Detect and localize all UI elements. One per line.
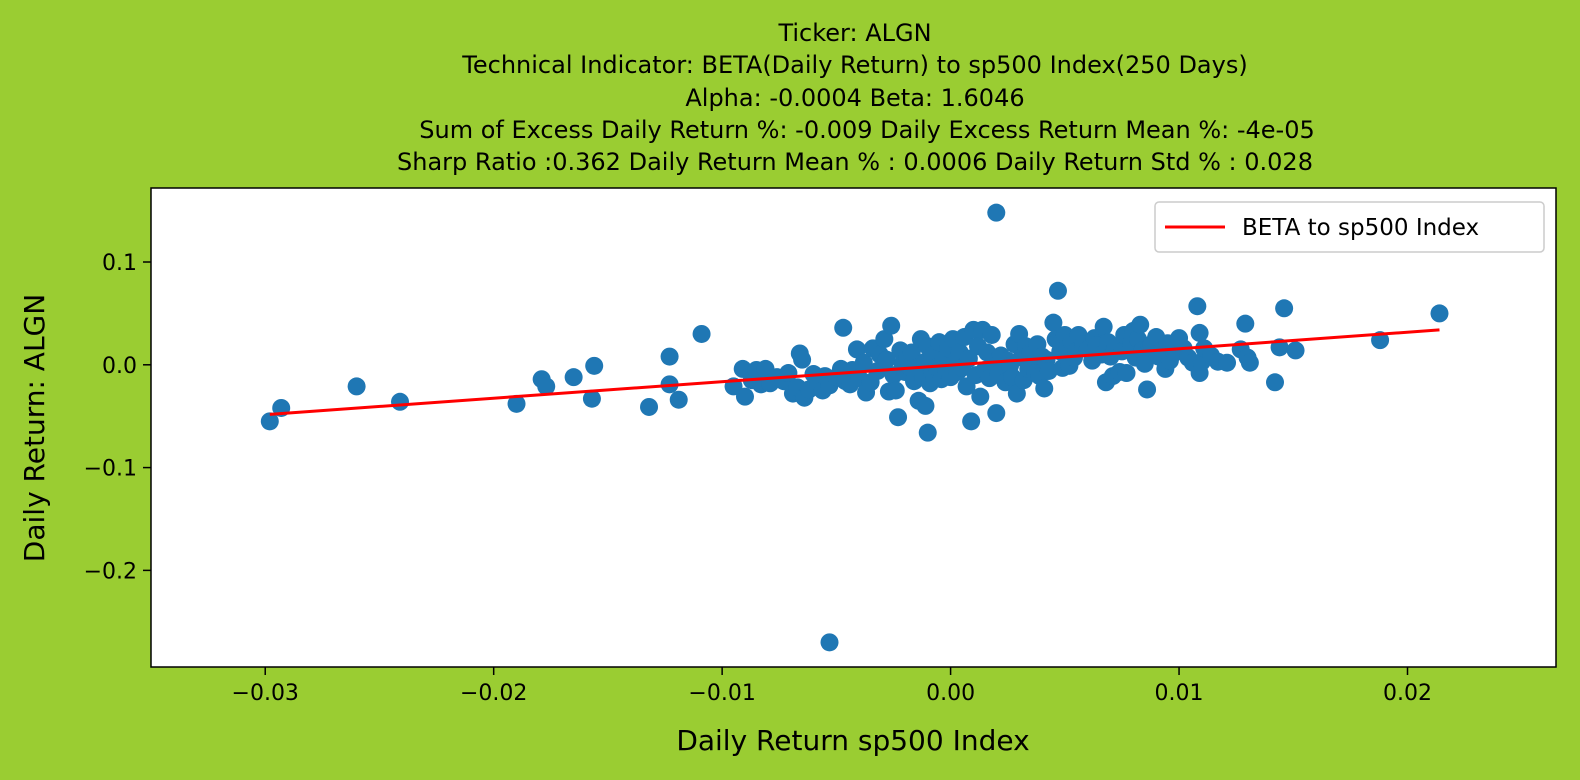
- chart-title: Ticker: ALGN Technical Indicator: BETA(D…: [397, 19, 1315, 176]
- y-tick-label: 0.1: [102, 251, 137, 276]
- title-line-indicator: Technical Indicator: BETA(Daily Return) …: [461, 51, 1247, 79]
- scatter-point: [692, 324, 711, 343]
- scatter-point: [982, 325, 1001, 344]
- scatter-point: [889, 408, 908, 427]
- scatter-point: [1048, 281, 1067, 300]
- scatter-point: [987, 404, 1006, 423]
- legend: BETA to sp500 Index: [1154, 201, 1545, 253]
- x-tick-label: 0.01: [1155, 681, 1204, 706]
- scatter-point: [260, 412, 279, 431]
- y-axis: 0.1 0.0 −0.1 −0.2: [84, 251, 151, 584]
- scatter-point: [537, 377, 556, 396]
- scatter-point: [793, 350, 812, 369]
- x-axis: −0.03 −0.02 −0.01 0.00 0.01 0.02: [232, 667, 1432, 706]
- scatter-point: [1190, 323, 1209, 342]
- title-line-alpha-beta: Alpha: -0.0004 Beta: 1.6046: [685, 84, 1024, 112]
- scatter-point: [902, 343, 921, 362]
- scatter-point: [1286, 341, 1305, 360]
- title-line-sharp-ratio: Sharp Ratio :0.362 Daily Return Mean % :…: [397, 148, 1313, 176]
- plot-area: [151, 188, 1556, 667]
- plot-frame: [150, 187, 1557, 668]
- scatter-point: [1236, 314, 1255, 333]
- scatter-point: [847, 340, 866, 359]
- scatter-point: [1044, 313, 1063, 332]
- legend-label: BETA to sp500 Index: [1242, 215, 1479, 241]
- scatter-point: [918, 423, 937, 442]
- x-tick-label: 0.00: [926, 681, 975, 706]
- y-tick-label: −0.1: [84, 457, 137, 482]
- scatter-points: [260, 203, 1449, 652]
- scatter-point: [669, 390, 688, 409]
- scatter-point: [962, 412, 981, 431]
- regression-line: [269, 328, 1440, 416]
- title-line-excess-return: Sum of Excess Daily Return %: -0.009 Dai…: [419, 116, 1315, 144]
- scatter-point: [1007, 384, 1026, 403]
- x-tick-label: 0.02: [1383, 681, 1432, 706]
- legend-box: [1154, 201, 1545, 253]
- title-line-ticker: Ticker: ALGN: [777, 19, 931, 47]
- scatter-point: [875, 330, 894, 349]
- x-axis-label: Daily Return sp500 Index: [676, 724, 1029, 757]
- y-axis-label: Daily Return: ALGN: [18, 294, 51, 562]
- scatter-point: [886, 381, 905, 400]
- scatter-point: [1188, 297, 1207, 316]
- x-tick-label: −0.02: [460, 681, 527, 706]
- scatter-point: [916, 396, 935, 415]
- scatter-point: [507, 394, 526, 413]
- scatter-point: [1131, 315, 1150, 334]
- scatter-point: [882, 316, 901, 335]
- scatter-point: [1039, 361, 1058, 380]
- x-tick-label: −0.03: [232, 681, 299, 706]
- scatter-point: [834, 318, 853, 337]
- scatter-point: [1094, 317, 1113, 336]
- scatter-point: [1266, 373, 1284, 392]
- scatter-point: [391, 392, 410, 411]
- scatter-point: [1135, 354, 1154, 373]
- scatter-point: [877, 350, 896, 369]
- scatter-point: [971, 387, 990, 406]
- scatter-point: [564, 368, 583, 387]
- scatter-point: [854, 353, 873, 372]
- y-tick-label: −0.2: [84, 559, 137, 584]
- x-tick-label: −0.01: [688, 681, 755, 706]
- scatter-point: [735, 387, 754, 406]
- scatter-point: [1138, 380, 1157, 399]
- scatter-point: [582, 389, 601, 408]
- scatter-point: [347, 377, 366, 396]
- scatter-point: [1117, 364, 1136, 383]
- scatter-point: [640, 397, 659, 416]
- scatter-point: [585, 356, 604, 375]
- scatter-point: [660, 347, 679, 366]
- scatter-point: [1275, 299, 1294, 318]
- scatter-point: [820, 633, 839, 652]
- scatter-point: [1240, 353, 1259, 372]
- scatter-point: [1035, 379, 1054, 398]
- scatter-point: [1430, 304, 1449, 323]
- scatter-point: [987, 203, 1006, 222]
- scatter-point: [1218, 353, 1237, 372]
- y-tick-label: 0.0: [102, 354, 137, 379]
